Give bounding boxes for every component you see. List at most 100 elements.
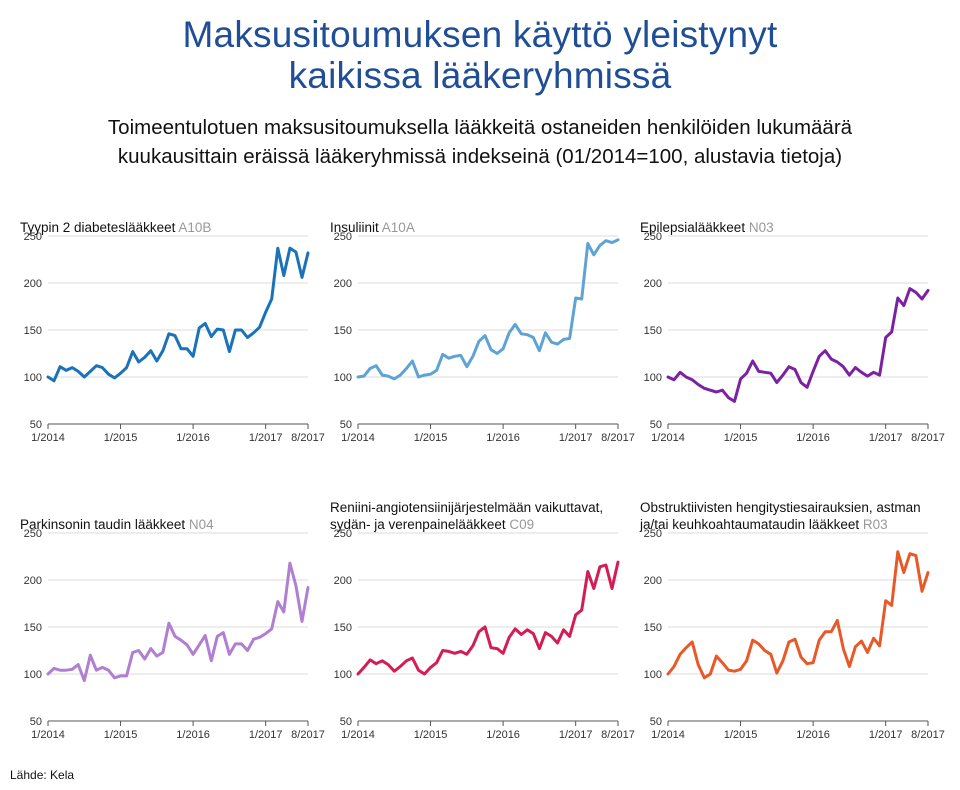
line-chart: 50 100 150 200 250 1/2014 1/2015 1/2016 1/2017 8/…: [334, 528, 635, 741]
chart-code: R03: [862, 517, 888, 532]
x-tick-label: 1/2014: [651, 432, 685, 444]
x-tick-label: 1/2015: [104, 729, 138, 741]
y-tick-label: 50: [30, 419, 42, 431]
y-tick-label: 250: [24, 231, 42, 243]
y-tick-label: 100: [334, 669, 352, 681]
y-tick-label: 50: [340, 716, 352, 728]
x-tick-label: 1/2014: [341, 729, 375, 741]
main-title-line-1: Maksusitoumuksen käyttö yleistynyt: [182, 14, 778, 55]
y-tick-label: 50: [650, 716, 662, 728]
series-line: [666, 287, 930, 403]
line-chart: 50 100 150 200 250 1/2014 1/2015 1/2016 1/2017 8/…: [644, 231, 945, 444]
chart-panel-c09: Reniini-angiotensiinijärjestelmään vaiku…: [330, 497, 635, 747]
chart-title: Parkinsonin taudin lääkkeet N04: [20, 516, 320, 533]
line-chart: 50 100 150 200 250 1/2014 1/2015 1/2016 1/2017 8/…: [644, 528, 945, 741]
y-tick-label: 250: [334, 528, 352, 540]
y-tick-label: 50: [340, 419, 352, 431]
subtitle-line-1: Toimeentulotuen maksusitoumuksella lääkk…: [107, 116, 853, 139]
chart-panel-n04: Parkinsonin taudin lääkkeet N04 50 100 150…: [20, 497, 325, 747]
x-tick-label: 8/2017: [601, 432, 635, 444]
x-tick-label: 1/2015: [414, 729, 448, 741]
y-tick-label: 100: [24, 669, 42, 681]
y-tick-label: 150: [644, 325, 662, 337]
chart-title: Obstruktiivisten hengitystiesairauksien,…: [640, 499, 940, 533]
x-tick-label: 1/2016: [486, 729, 520, 741]
chart-title: Insuliinit A10A: [330, 219, 630, 236]
x-tick-label: 1/2014: [31, 432, 65, 444]
x-tick-label: 1/2015: [724, 729, 758, 741]
y-tick-label: 50: [30, 716, 42, 728]
x-tick-label: 8/2017: [291, 729, 325, 741]
y-tick-label: 100: [644, 372, 662, 384]
source-note: Lähde: Kela: [10, 768, 75, 782]
x-tick-label: 1/2015: [724, 432, 758, 444]
chart-title-line-1: Obstruktiivisten hengitystiesairauksien,…: [640, 500, 921, 515]
y-tick-label: 150: [24, 622, 42, 634]
y-tick-label: 200: [24, 575, 42, 587]
x-tick-label: 1/2017: [249, 729, 283, 741]
chart-title-text: Insuliinit: [330, 220, 379, 235]
y-tick-label: 250: [24, 528, 42, 540]
chart-title-text: Epilepsialääkkeet: [640, 220, 746, 235]
chart-panel-a10b: Tyypin 2 diabeteslääkkeet A10B 50 100 150 2…: [20, 200, 325, 450]
x-tick-label: 8/2017: [911, 729, 945, 741]
y-tick-label: 100: [334, 372, 352, 384]
y-tick-label: 50: [650, 419, 662, 431]
y-tick-label: 150: [334, 325, 352, 337]
chart-title: Reniini-angiotensiinijärjestelmään vaiku…: [330, 499, 630, 533]
series-line: [356, 238, 620, 381]
line-chart: 50 100 150 200 250 1/2014 1/2015 1/2016 1/2017 8/…: [24, 528, 325, 741]
x-tick-label: 1/2017: [249, 432, 283, 444]
chart-title: Epilepsialääkkeet N03: [640, 219, 940, 236]
y-tick-label: 250: [644, 231, 662, 243]
chart-title-line-2: ja/tai keuhkoahtaumataudin lääkkeet: [640, 517, 860, 532]
x-tick-label: 1/2014: [31, 729, 65, 741]
y-tick-label: 150: [334, 622, 352, 634]
chart-code: N03: [748, 220, 774, 235]
x-tick-label: 1/2016: [176, 729, 210, 741]
x-tick-label: 1/2015: [104, 432, 138, 444]
x-tick-label: 8/2017: [601, 729, 635, 741]
x-tick-label: 1/2017: [869, 432, 903, 444]
x-tick-label: 1/2016: [176, 432, 210, 444]
x-tick-label: 1/2017: [559, 432, 593, 444]
chart-panel-a10a: Insuliinit A10A 50 100 150 200 250 1/2014 1/20…: [330, 200, 635, 450]
y-tick-label: 100: [24, 372, 42, 384]
chart-code: A10A: [381, 220, 415, 235]
y-tick-label: 150: [644, 622, 662, 634]
series-line: [46, 561, 310, 683]
y-tick-label: 250: [334, 231, 352, 243]
chart-panel-r03: Obstruktiivisten hengitystiesairauksien,…: [640, 497, 945, 747]
x-tick-label: 1/2016: [486, 432, 520, 444]
chart-title-text: Tyypin 2 diabeteslääkkeet: [20, 220, 176, 235]
y-tick-label: 150: [24, 325, 42, 337]
x-tick-label: 1/2015: [414, 432, 448, 444]
x-tick-label: 1/2016: [796, 432, 830, 444]
x-tick-label: 8/2017: [291, 432, 325, 444]
x-tick-label: 1/2016: [796, 729, 830, 741]
main-title-line-2: kaikissa lääkeryhmissä: [288, 55, 672, 96]
main-title: Maksusitoumuksen käyttö yleistynyt kaiki…: [0, 14, 960, 96]
line-chart: 50 100 150 200 250 1/2014 1/2015 1/2016 1/2017 8/…: [334, 231, 635, 444]
chart-panel-n03: Epilepsialääkkeet N03 50 100 150 200 250 1/20…: [640, 200, 945, 450]
series-line: [356, 560, 620, 676]
chart-code: N04: [188, 517, 214, 532]
chart-title-text: Parkinsonin taudin lääkkeet: [20, 517, 186, 532]
subtitle: Toimeentulotuen maksusitoumuksella lääkk…: [0, 113, 960, 171]
x-tick-label: 1/2014: [341, 432, 375, 444]
chart-title-line-2: sydän- ja verenpainelääkkeet: [330, 517, 506, 532]
y-tick-label: 250: [644, 528, 662, 540]
y-tick-label: 200: [24, 278, 42, 290]
series-line: [666, 550, 930, 680]
y-tick-label: 200: [334, 278, 352, 290]
y-tick-label: 200: [644, 575, 662, 587]
x-tick-label: 1/2017: [869, 729, 903, 741]
chart-title: Tyypin 2 diabeteslääkkeet A10B: [20, 219, 320, 236]
chart-code: C09: [509, 517, 535, 532]
series-line: [46, 246, 310, 383]
subtitle-line-2: kuukausittain eräissä lääkeryhmissä inde…: [117, 145, 843, 168]
chart-title-line-1: Reniini-angiotensiinijärjestelmään vaiku…: [330, 500, 604, 515]
x-tick-label: 1/2014: [651, 729, 685, 741]
x-tick-label: 1/2017: [559, 729, 593, 741]
y-tick-label: 200: [644, 278, 662, 290]
